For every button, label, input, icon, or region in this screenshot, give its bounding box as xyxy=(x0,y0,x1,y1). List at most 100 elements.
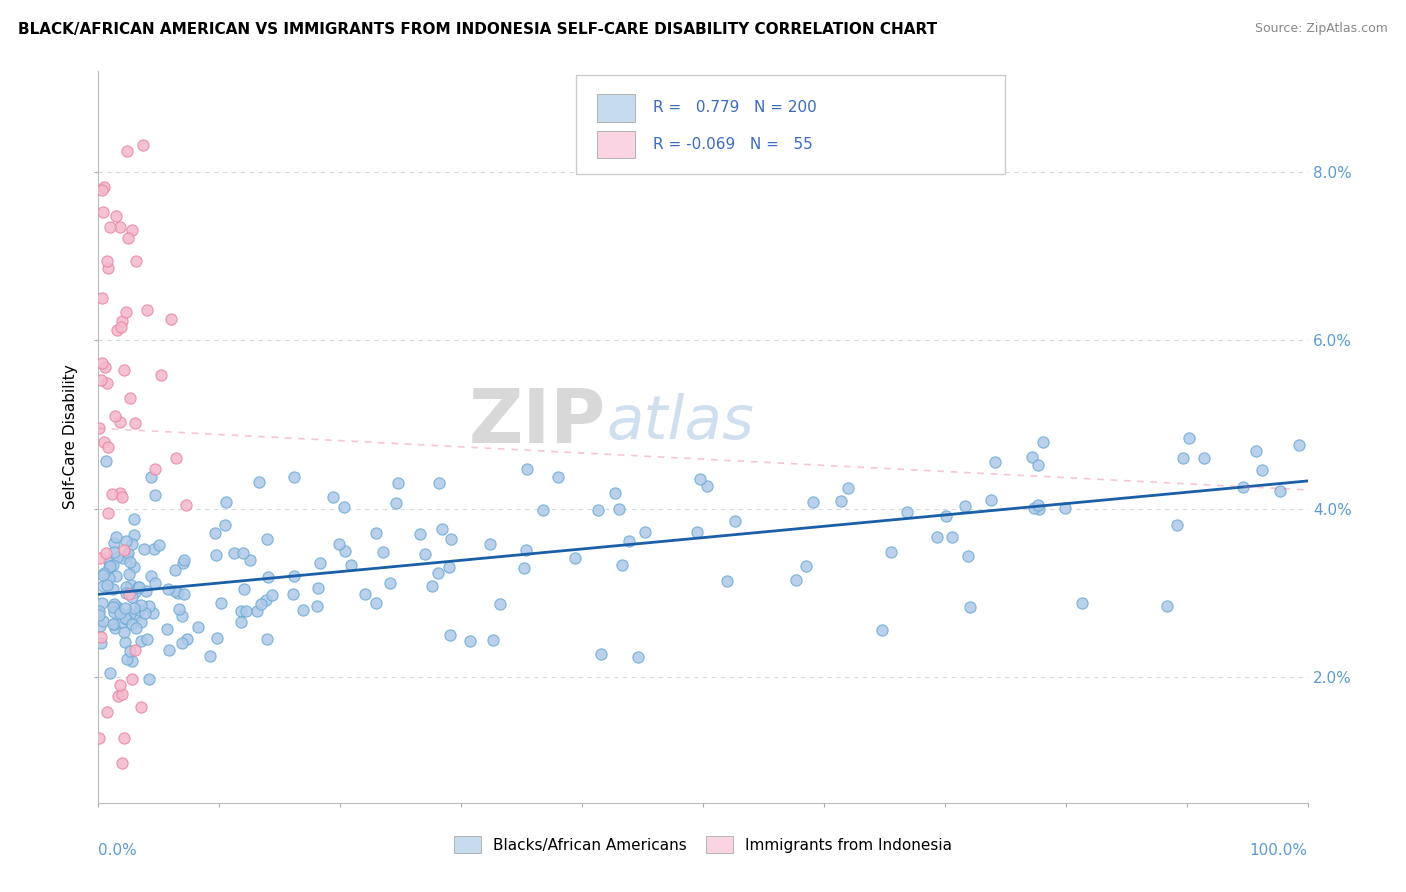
Point xyxy=(120,555,142,569)
Point xyxy=(229,615,252,630)
Point xyxy=(163,563,186,577)
Point xyxy=(309,556,332,570)
Point xyxy=(1028,502,1050,516)
Point xyxy=(90,373,112,387)
Point xyxy=(114,611,136,625)
Point xyxy=(89,604,111,618)
Point xyxy=(172,636,194,650)
Point xyxy=(627,649,650,664)
Bar xyxy=(596,130,636,159)
Point xyxy=(956,549,979,564)
Point xyxy=(115,534,138,549)
Point xyxy=(89,619,111,633)
Point xyxy=(118,586,141,600)
Point xyxy=(1021,450,1043,464)
Point xyxy=(103,535,125,549)
Point xyxy=(103,597,125,611)
Point xyxy=(87,607,110,622)
Point xyxy=(93,205,115,219)
Point xyxy=(925,530,948,544)
Point xyxy=(96,376,118,390)
Point xyxy=(115,612,138,626)
Point xyxy=(634,524,657,539)
Point xyxy=(589,647,612,661)
Point xyxy=(564,550,586,565)
Point xyxy=(97,260,120,275)
Point xyxy=(111,615,134,630)
Point xyxy=(260,589,283,603)
Point xyxy=(1251,463,1274,477)
Point xyxy=(115,586,138,600)
Point xyxy=(427,475,450,490)
Point xyxy=(104,409,127,424)
Point xyxy=(335,544,357,558)
Point xyxy=(93,434,115,449)
Point xyxy=(955,499,977,513)
Text: Source: ZipAtlas.com: Source: ZipAtlas.com xyxy=(1254,22,1388,36)
Point xyxy=(1177,431,1199,445)
Point xyxy=(515,543,537,558)
Point xyxy=(104,209,127,223)
Point xyxy=(427,566,450,580)
Point xyxy=(112,731,135,745)
Point xyxy=(105,569,128,583)
Point xyxy=(97,571,120,585)
Point xyxy=(959,600,981,615)
Point xyxy=(122,601,145,615)
Point xyxy=(91,579,114,593)
Y-axis label: Self-Care Disability: Self-Care Disability xyxy=(63,365,79,509)
Point xyxy=(1053,501,1076,516)
Point xyxy=(112,550,135,565)
Point xyxy=(173,553,195,567)
Point xyxy=(125,609,148,624)
Point xyxy=(96,454,118,468)
Point xyxy=(686,524,709,539)
Point xyxy=(163,583,186,598)
Point xyxy=(159,642,181,657)
Point xyxy=(354,587,377,601)
Point xyxy=(124,512,146,526)
Point xyxy=(1032,434,1054,449)
Point xyxy=(617,533,640,548)
Point xyxy=(129,598,152,612)
Point xyxy=(89,551,111,566)
Text: R = -0.069   N =   55: R = -0.069 N = 55 xyxy=(654,137,813,152)
Point xyxy=(93,566,115,580)
Point xyxy=(430,523,453,537)
Point xyxy=(114,635,136,649)
Point xyxy=(328,537,350,551)
Point xyxy=(384,496,406,510)
Point xyxy=(112,363,135,377)
Point xyxy=(610,558,633,572)
Point xyxy=(283,569,305,583)
Point xyxy=(170,608,193,623)
Point xyxy=(117,231,139,245)
Point xyxy=(437,560,460,574)
Point xyxy=(222,546,245,560)
Text: BLACK/AFRICAN AMERICAN VS IMMIGRANTS FROM INDONESIA SELF-CARE DISABILITY CORRELA: BLACK/AFRICAN AMERICAN VS IMMIGRANTS FRO… xyxy=(18,22,938,37)
Point xyxy=(108,415,131,429)
Point xyxy=(439,628,461,642)
Point xyxy=(124,643,146,657)
Point xyxy=(172,556,194,570)
Point xyxy=(159,311,181,326)
Point xyxy=(1022,500,1045,515)
Point xyxy=(108,678,131,692)
Point xyxy=(118,644,141,658)
Point xyxy=(103,544,125,558)
Point xyxy=(283,470,305,484)
Point xyxy=(135,302,157,317)
Point xyxy=(111,756,134,770)
Text: R =   0.779   N = 200: R = 0.779 N = 200 xyxy=(654,101,817,115)
Point xyxy=(91,184,114,198)
Point xyxy=(124,416,146,430)
Point xyxy=(96,577,118,591)
Point xyxy=(232,546,254,560)
Bar xyxy=(596,94,636,122)
Point xyxy=(794,559,817,574)
Point xyxy=(103,599,125,614)
Point xyxy=(1268,483,1291,498)
Point xyxy=(935,509,957,524)
Point xyxy=(408,526,430,541)
Text: ZIP: ZIP xyxy=(470,386,606,459)
